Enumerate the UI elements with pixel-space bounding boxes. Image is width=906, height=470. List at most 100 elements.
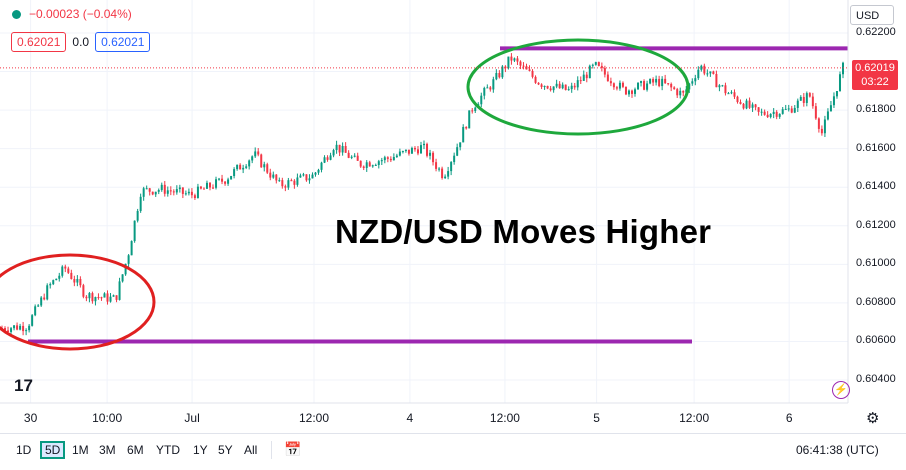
candle-body: [579, 80, 582, 82]
buy-price-button[interactable]: 0.62021: [95, 32, 151, 52]
candle-body: [160, 184, 163, 191]
candle-body: [377, 161, 380, 165]
timeframe-button-1m[interactable]: 1M: [72, 443, 89, 457]
x-tick-label: 6: [785, 411, 793, 425]
candle-body: [16, 325, 19, 330]
candle-body: [627, 90, 630, 95]
candle-body: [591, 64, 594, 66]
candle-body: [7, 330, 10, 332]
x-tick-label: 12:00: [489, 411, 520, 425]
x-tick-label: 5: [593, 411, 600, 425]
candle-body: [52, 280, 55, 285]
candle-body: [513, 58, 516, 61]
candle-body: [70, 272, 73, 280]
candle-body: [395, 155, 398, 158]
timeframe-button-all[interactable]: All: [244, 443, 258, 457]
candle-body: [796, 100, 799, 108]
candle-body: [374, 164, 377, 166]
candle-body: [365, 162, 368, 168]
candle-body: [139, 196, 142, 211]
timeframe-button-6m[interactable]: 6M: [127, 443, 144, 457]
candle-body: [826, 111, 829, 120]
candle-body: [817, 118, 820, 129]
candle-body: [501, 66, 504, 78]
sell-price-button[interactable]: 0.62021: [11, 32, 67, 52]
candle-body: [739, 102, 742, 104]
candle-body: [19, 325, 22, 330]
candle-body: [423, 143, 426, 146]
timeframe-button-ytd[interactable]: YTD: [156, 443, 180, 457]
y-tick-label: 0.61000: [856, 257, 896, 270]
candle-body: [456, 147, 459, 156]
timeframe-button-5d[interactable]: 5D: [40, 441, 66, 459]
timeframe-button-1d[interactable]: 1D: [16, 443, 32, 457]
candle-body: [190, 191, 193, 196]
candle-body: [121, 274, 124, 282]
x-tick-label: 10:00: [92, 411, 123, 425]
timeframe-button-5y[interactable]: 5Y: [218, 443, 233, 457]
candle-body: [495, 72, 498, 80]
candle-body: [239, 164, 242, 170]
candle-body: [465, 126, 468, 129]
candle-body: [706, 73, 709, 75]
candle-body: [805, 93, 808, 103]
timeframe-button-3m[interactable]: 3M: [99, 443, 116, 457]
candle-body: [257, 151, 260, 155]
candle-body: [528, 69, 531, 71]
candle-body: [166, 190, 169, 194]
calendar-icon[interactable]: 📅: [284, 441, 302, 457]
candle-body: [775, 111, 778, 117]
candle-body: [245, 166, 248, 168]
candle-body: [272, 174, 275, 178]
candle-body: [582, 74, 585, 81]
candle-body: [540, 84, 543, 87]
candle-body: [778, 113, 781, 117]
gear-icon[interactable]: ⚙: [866, 410, 880, 427]
candle-body: [736, 96, 739, 103]
candle-body: [679, 90, 682, 96]
candle-body: [486, 87, 489, 89]
candle-body: [58, 275, 61, 279]
candle-body: [362, 166, 365, 168]
candle-body: [389, 158, 392, 161]
candle-body: [709, 71, 712, 74]
candle-body: [127, 255, 130, 264]
y-tick-label: 0.60800: [856, 295, 896, 308]
candle-body: [112, 295, 115, 297]
candle-body: [187, 191, 190, 194]
candle-body: [552, 86, 555, 91]
candle-body: [305, 174, 308, 181]
candle-body: [697, 69, 700, 79]
candle-body: [546, 85, 549, 89]
candle-body: [558, 83, 561, 89]
candle-body: [311, 174, 314, 179]
x-tick-label: 4: [406, 411, 414, 425]
legend-change: −0.00023 (−0.04%): [29, 7, 132, 21]
x-tick-label: 12:00: [679, 411, 710, 425]
candle-body: [157, 190, 160, 192]
candle-body: [784, 108, 787, 110]
candle-body: [413, 147, 416, 150]
candle-body: [670, 83, 673, 88]
currency-button[interactable]: USD: [850, 5, 894, 25]
candle-body: [25, 330, 28, 332]
candle-body: [383, 157, 386, 161]
candle-body: [64, 266, 67, 269]
candle-body: [359, 160, 362, 167]
clock[interactable]: 06:41:38 (UTC): [796, 443, 879, 457]
candle-body: [703, 65, 706, 74]
candle-body: [40, 297, 43, 306]
price-chart[interactable]: [0, 0, 906, 433]
candle-body: [694, 78, 697, 82]
timeframe-button-1y[interactable]: 1Y: [193, 443, 208, 457]
candle-body: [215, 179, 218, 188]
candle-body: [643, 81, 646, 90]
candle-body: [91, 293, 94, 302]
candle-body: [296, 177, 299, 185]
candle-body: [585, 74, 588, 79]
candle-body: [606, 74, 609, 82]
lightning-icon[interactable]: ⚡: [832, 381, 850, 399]
x-tick-label: 30: [23, 411, 38, 425]
candle-body: [649, 78, 652, 84]
tradingview-logo[interactable]: 17: [14, 376, 33, 395]
